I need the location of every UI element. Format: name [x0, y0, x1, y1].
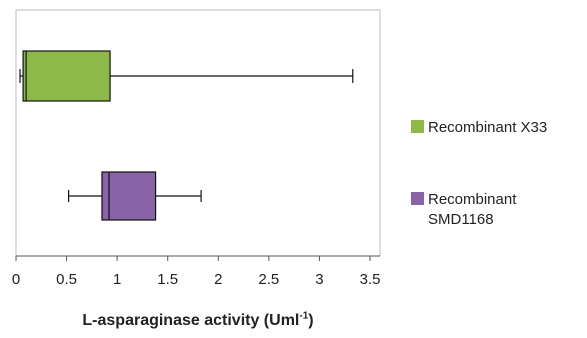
x-tick-label: 0.5 — [56, 271, 77, 288]
box-smd1168 — [67, 171, 202, 221]
x-axis-title-superscript: -1 — [299, 310, 309, 322]
legend-swatch-x33 — [411, 120, 424, 133]
plot-area — [15, 9, 381, 257]
x-tick-label: 0 — [12, 271, 20, 288]
x-ticks: 0 0.5 1 1.5 2 2.5 3 3.5 — [12, 256, 381, 288]
x-axis-title-main: L-asparaginase activity (Uml — [82, 312, 300, 329]
x-tick-label: 2 — [214, 271, 222, 288]
x-tick-label: 3.5 — [360, 271, 381, 288]
legend-label-line: SMD1168 — [428, 211, 494, 228]
x-tick-label: 3 — [315, 271, 323, 288]
legend-item-smd1168: Recombinant SMD1168 — [411, 190, 516, 230]
x-tick-label: 1.5 — [157, 271, 178, 288]
box-iqr — [101, 171, 157, 221]
boxes — [19, 50, 354, 221]
legend-label-smd1168: Recombinant SMD1168 — [428, 190, 516, 230]
x-axis-title: L-asparaginase activity (Uml-1) — [12, 310, 384, 330]
x-tick-label: 1 — [113, 271, 121, 288]
legend-swatch-smd1168 — [411, 192, 424, 205]
x-axis-title-end: ) — [308, 312, 314, 329]
box-x33 — [19, 50, 354, 102]
legend-label-line: Recombinant X33 — [428, 119, 548, 136]
legend-label-line: Recombinant — [428, 191, 517, 208]
legend-item-x33: Recombinant X33 — [411, 118, 547, 138]
box-iqr — [22, 50, 111, 102]
x-tick-label: 2.5 — [258, 271, 279, 288]
legend-label-x33: Recombinant X33 — [428, 118, 547, 138]
